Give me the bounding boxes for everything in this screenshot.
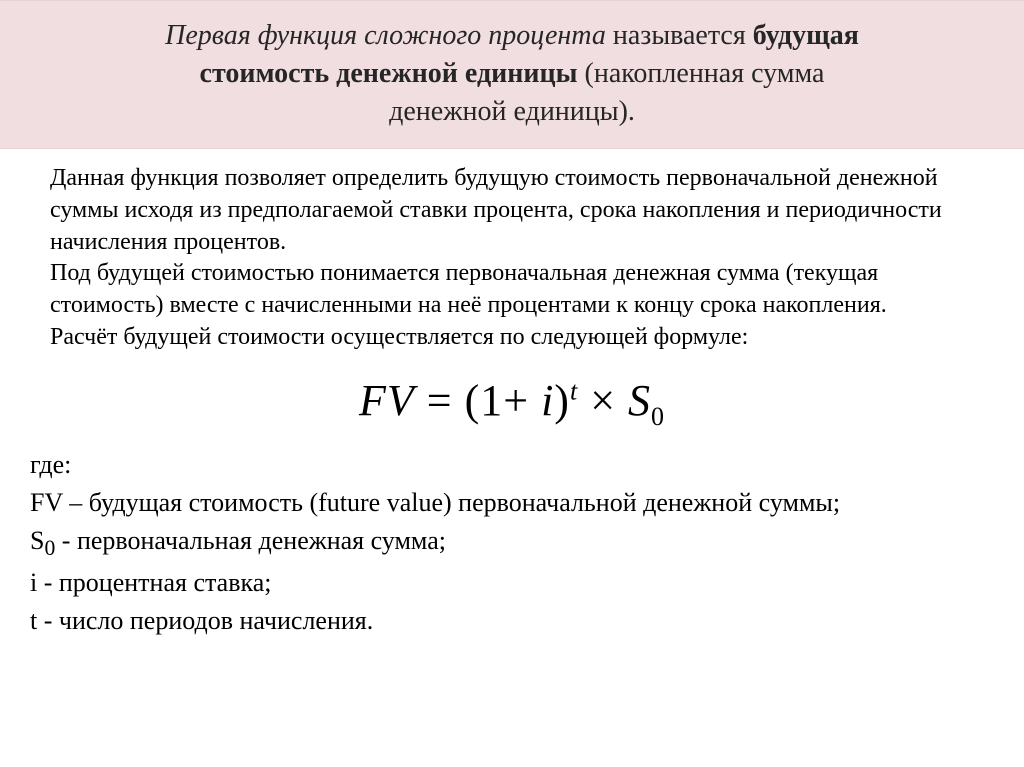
formula-sub0: 0 (651, 402, 665, 431)
paragraph-2: Под будущей стоимостью понимается первон… (50, 260, 887, 318)
def-t: t - число периодов начисления. (30, 602, 988, 640)
description-block: Данная функция позволяет определить буду… (0, 149, 1024, 353)
title-line: денежной единицы). (24, 93, 1000, 131)
def-i: i - процентная ставка; (30, 564, 988, 602)
title-italic: Первая функция сложного процента (165, 20, 606, 51)
formula-open: (1 (465, 376, 504, 425)
def-s0: S0 - первоначальная денежная сумма; (30, 522, 988, 565)
def-s0-text: - первоначальная денежная сумма; (55, 526, 446, 555)
formula-S: S (628, 376, 651, 425)
title-line: Первая функция сложного процента называе… (24, 17, 1000, 55)
def-s0-sub: 0 (44, 536, 55, 560)
formula: FV = (1+ i)t × S0 (0, 353, 1024, 446)
formula-close: ) (554, 376, 570, 425)
title-bold-2: стоимость денежной единицы (200, 58, 578, 89)
formula-i: i (529, 376, 554, 425)
formula-eq: = (415, 376, 465, 425)
formula-plus: + (503, 376, 529, 425)
definitions-block: где: FV – будущая стоимость (future valu… (0, 446, 1024, 639)
where-label: где: (30, 446, 988, 484)
paragraph-1: Данная функция позволяет определить буду… (50, 165, 942, 254)
title-plain-3: денежной единицы). (389, 96, 635, 127)
def-fv: FV – будущая стоимость (future value) пе… (30, 484, 988, 522)
formula-lhs: FV (359, 376, 415, 425)
title-line: стоимость денежной единицы (накопленная … (24, 55, 1000, 93)
formula-times: × (578, 376, 628, 425)
title-plain-1: называется (606, 20, 753, 51)
def-s0-sym: S (30, 526, 44, 555)
paragraph-3: Расчёт будущей стоимости осуществляется … (50, 324, 748, 350)
title-plain-2: (накопленная сумма (578, 58, 825, 89)
title-bold-1: будущая (753, 20, 859, 51)
formula-exp: t (570, 377, 578, 406)
title-banner: Первая функция сложного процента называе… (0, 0, 1024, 149)
